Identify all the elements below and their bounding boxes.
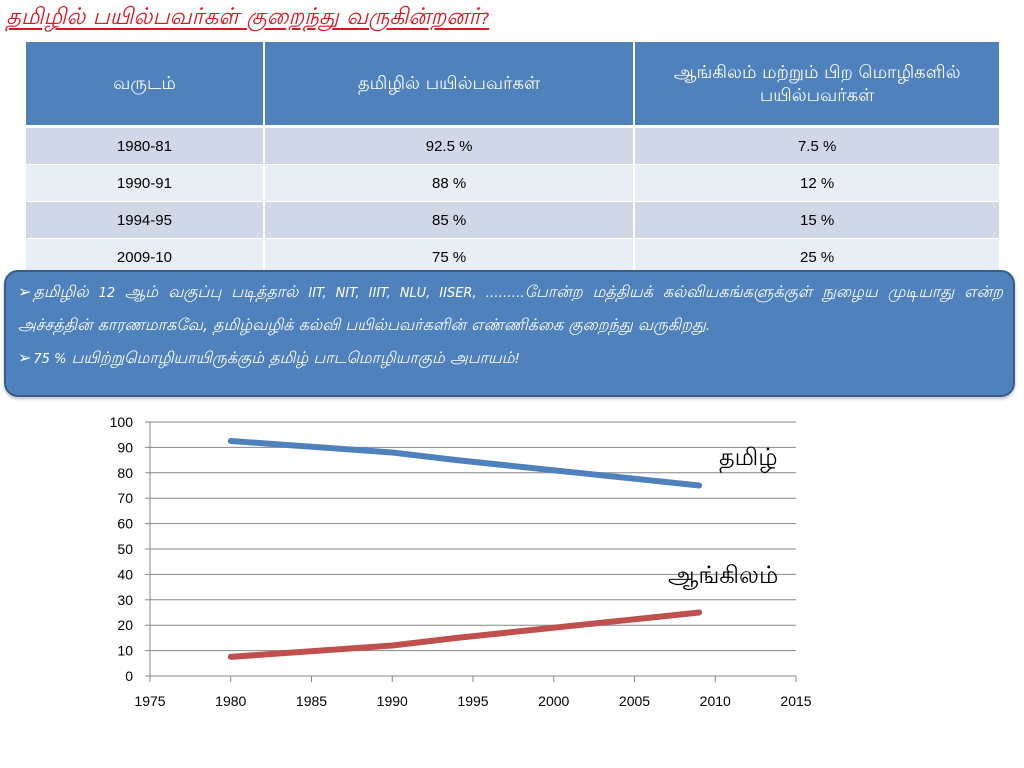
series-label-tamil: தமிழ் bbox=[719, 444, 778, 473]
callout-1-period: . bbox=[705, 319, 710, 334]
cell-tamil: 75 % bbox=[263, 238, 636, 276]
y-axis-tick-labels: 0 10 20 30 40 50 60 70 80 90 100 bbox=[110, 414, 134, 684]
y-tick-label: 40 bbox=[117, 566, 133, 582]
y-tick-label: 90 bbox=[117, 439, 133, 455]
callout-1-grade: 12 bbox=[98, 286, 116, 301]
cell-year: 2009-10 bbox=[26, 238, 265, 276]
callout-1-mid: ஆம் வகுப்பு படித்தால் bbox=[115, 282, 309, 301]
cell-other: 15 % bbox=[634, 201, 999, 239]
x-tick-label: 1975 bbox=[134, 693, 165, 709]
table-row: 1980-81 92.5 % 7.5 % bbox=[26, 126, 999, 165]
x-tick-label: 2005 bbox=[619, 693, 650, 709]
cell-tamil: 88 % bbox=[263, 164, 636, 202]
header-english-other-medium: ஆங்கிலம் மற்றும் பிற மொழிகளில் பயில்பவர்… bbox=[634, 42, 999, 128]
y-tick-label: 60 bbox=[117, 516, 133, 532]
y-tick-label: 30 bbox=[117, 592, 133, 608]
x-tick-label: 1995 bbox=[457, 693, 488, 709]
enrollment-table: வருடம் தமிழில் பயில்பவர்கள் ஆங்கிலம் மற்… bbox=[26, 42, 999, 276]
cell-tamil: 92.5 % bbox=[263, 126, 636, 165]
cell-year: 1994-95 bbox=[26, 201, 265, 239]
header-year: வருடம் bbox=[26, 42, 265, 128]
series-line-english bbox=[227, 609, 703, 660]
y-tick-label: 70 bbox=[117, 490, 133, 506]
y-tick-label: 20 bbox=[117, 617, 133, 633]
table-row: 2009-10 75 % 25 % bbox=[26, 238, 999, 276]
header-tamil-medium: தமிழில் பயில்பவர்கள் bbox=[263, 42, 636, 128]
slide-title-question-mark: ? bbox=[480, 9, 490, 28]
y-tick-label: 50 bbox=[117, 541, 133, 557]
y-tick-label: 0 bbox=[125, 668, 133, 684]
series-label-english: ஆங்கிலம் bbox=[668, 562, 778, 590]
y-tick-label: 100 bbox=[110, 414, 134, 430]
cell-other: 7.5 % bbox=[634, 126, 999, 165]
y-tick-label: 10 bbox=[117, 643, 133, 659]
x-tick-label: 2015 bbox=[780, 693, 811, 709]
x-tick-label: 2010 bbox=[700, 693, 731, 709]
x-tick-label: 1990 bbox=[377, 693, 408, 709]
y-tick-label: 80 bbox=[117, 465, 133, 481]
slide-title: தமிழில் பயில்பவர்கள் குறைந்து வருகின்றனர… bbox=[6, 4, 489, 33]
callout-point-1: ➢ தமிழில் 12 ஆம் வகுப்பு படித்தால் IIT, N… bbox=[18, 276, 1003, 342]
callout-1-institutions: IIT, NIT, IIIT, NLU, IISER, ……… bbox=[308, 286, 525, 301]
callout-1-lead: தமிழில் bbox=[33, 282, 99, 301]
slide-title-text: தமிழில் பயில்பவர்கள் குறைந்து வருகின்றனர… bbox=[6, 4, 481, 30]
x-axis-tick-labels: 1975 1980 1985 1990 1995 2000 2005 2010 2015 bbox=[134, 693, 811, 709]
callout-2-percent: 75 % bbox=[33, 352, 67, 367]
callout-1-body: போன்ற மத்தியக் கல்வியகங்களுக்குள் நுழைய … bbox=[18, 282, 1004, 334]
series-line-tamil bbox=[227, 438, 703, 489]
arrow-bullet-icon: ➢ bbox=[18, 282, 32, 301]
callout-box: ➢ தமிழில் 12 ஆம் வகுப்பு படித்தால் IIT, N… bbox=[4, 270, 1015, 397]
chart-axes bbox=[145, 421, 797, 682]
x-tick-label: 1980 bbox=[215, 693, 246, 709]
cell-year: 1990-91 bbox=[26, 164, 265, 202]
table-header-row: வருடம் தமிழில் பயில்பவர்கள் ஆங்கிலம் மற்… bbox=[26, 42, 999, 128]
chart-series-lines bbox=[227, 438, 703, 660]
table-row: 1990-91 88 % 12 % bbox=[26, 164, 999, 202]
cell-other: 25 % bbox=[634, 238, 999, 276]
chart-series-labels: தமிழ் ஆங்கிலம் bbox=[668, 444, 778, 590]
table-row: 1994-95 85 % 15 % bbox=[26, 201, 999, 239]
cell-other: 12 % bbox=[634, 164, 999, 202]
arrow-bullet-icon: ➢ bbox=[18, 348, 32, 367]
callout-2-body: பயிற்றுமொழியாயிருக்கும் தமிழ் பாடமொழியாக… bbox=[66, 348, 515, 367]
cell-year: 1980-81 bbox=[26, 126, 265, 165]
x-tick-label: 1985 bbox=[296, 693, 327, 709]
callout-point-2: ➢ 75 % பயிற்றுமொழியாயிருக்கும் தமிழ் பாடம… bbox=[18, 342, 1003, 375]
callout-2-exclamation: ! bbox=[514, 352, 520, 367]
x-tick-label: 2000 bbox=[538, 693, 569, 709]
cell-tamil: 85 % bbox=[263, 201, 636, 239]
